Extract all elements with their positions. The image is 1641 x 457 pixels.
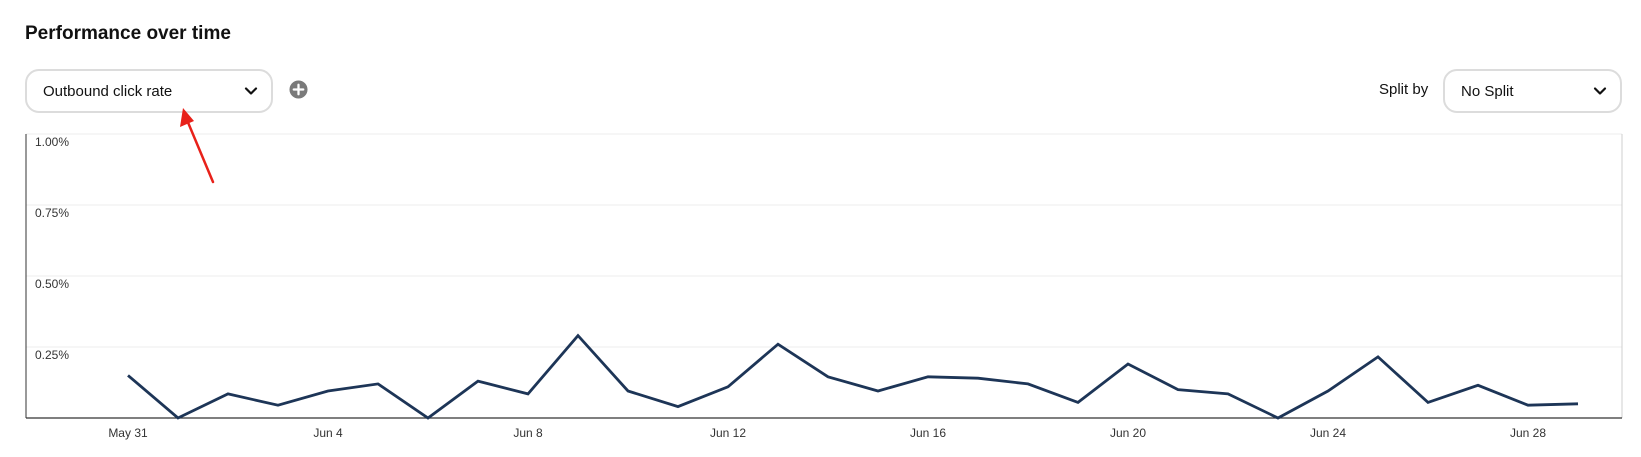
x-tick-label: Jun 28 <box>1510 426 1546 440</box>
data-point[interactable] <box>324 387 332 395</box>
x-tick-label: Jun 16 <box>910 426 946 440</box>
y-tick-label: 0.75% <box>35 206 69 220</box>
data-point[interactable] <box>274 401 282 409</box>
data-point[interactable] <box>1224 390 1232 398</box>
data-point[interactable] <box>774 340 782 348</box>
data-point[interactable] <box>874 387 882 395</box>
y-tick-label: 0.50% <box>35 277 69 291</box>
data-point[interactable] <box>524 390 532 398</box>
data-point[interactable] <box>624 387 632 395</box>
data-point[interactable] <box>424 414 432 422</box>
data-point[interactable] <box>224 390 232 398</box>
series-line <box>127 333 1579 420</box>
data-point[interactable] <box>124 371 132 379</box>
data-point[interactable] <box>1574 400 1582 408</box>
x-tick-label: Jun 4 <box>313 426 343 440</box>
split-select[interactable]: No Split <box>1443 69 1622 113</box>
data-point[interactable] <box>1274 414 1282 422</box>
data-point[interactable] <box>374 380 382 388</box>
x-tick-label: Jun 20 <box>1110 426 1146 440</box>
data-point[interactable] <box>824 373 832 381</box>
x-tick-label: May 31 <box>108 426 148 440</box>
data-point[interactable] <box>924 373 932 381</box>
data-point[interactable] <box>674 403 682 411</box>
metric-select-value: Outbound click rate <box>43 83 173 100</box>
data-point[interactable] <box>1124 360 1132 368</box>
x-tick-label: Jun 12 <box>710 426 746 440</box>
page-title: Performance over time <box>25 23 231 44</box>
data-point[interactable] <box>724 383 732 391</box>
data-point[interactable] <box>1024 380 1032 388</box>
data-point[interactable] <box>574 332 582 340</box>
data-point[interactable] <box>974 374 982 382</box>
data-point[interactable] <box>1524 401 1532 409</box>
chevron-down-icon <box>244 87 258 95</box>
y-tick-label: 1.00% <box>35 135 69 149</box>
red-arrow-icon <box>180 108 215 184</box>
x-tick-label: Jun 24 <box>1310 426 1346 440</box>
data-point[interactable] <box>174 414 182 422</box>
data-point[interactable] <box>1174 386 1182 394</box>
data-point[interactable] <box>1424 398 1432 406</box>
data-point[interactable] <box>1074 398 1082 406</box>
split-by-label: Split by <box>1379 81 1429 98</box>
plus-circle-icon[interactable] <box>289 80 308 99</box>
metric-select[interactable]: Outbound click rate <box>25 69 273 113</box>
data-point[interactable] <box>474 377 482 385</box>
y-tick-label: 0.25% <box>35 348 69 362</box>
x-tick-label: Jun 8 <box>513 426 543 440</box>
data-point[interactable] <box>1374 353 1382 361</box>
data-point[interactable] <box>1324 387 1332 395</box>
split-select-value: No Split <box>1461 83 1514 100</box>
chevron-down-icon <box>1593 87 1607 95</box>
data-point[interactable] <box>1474 381 1482 389</box>
